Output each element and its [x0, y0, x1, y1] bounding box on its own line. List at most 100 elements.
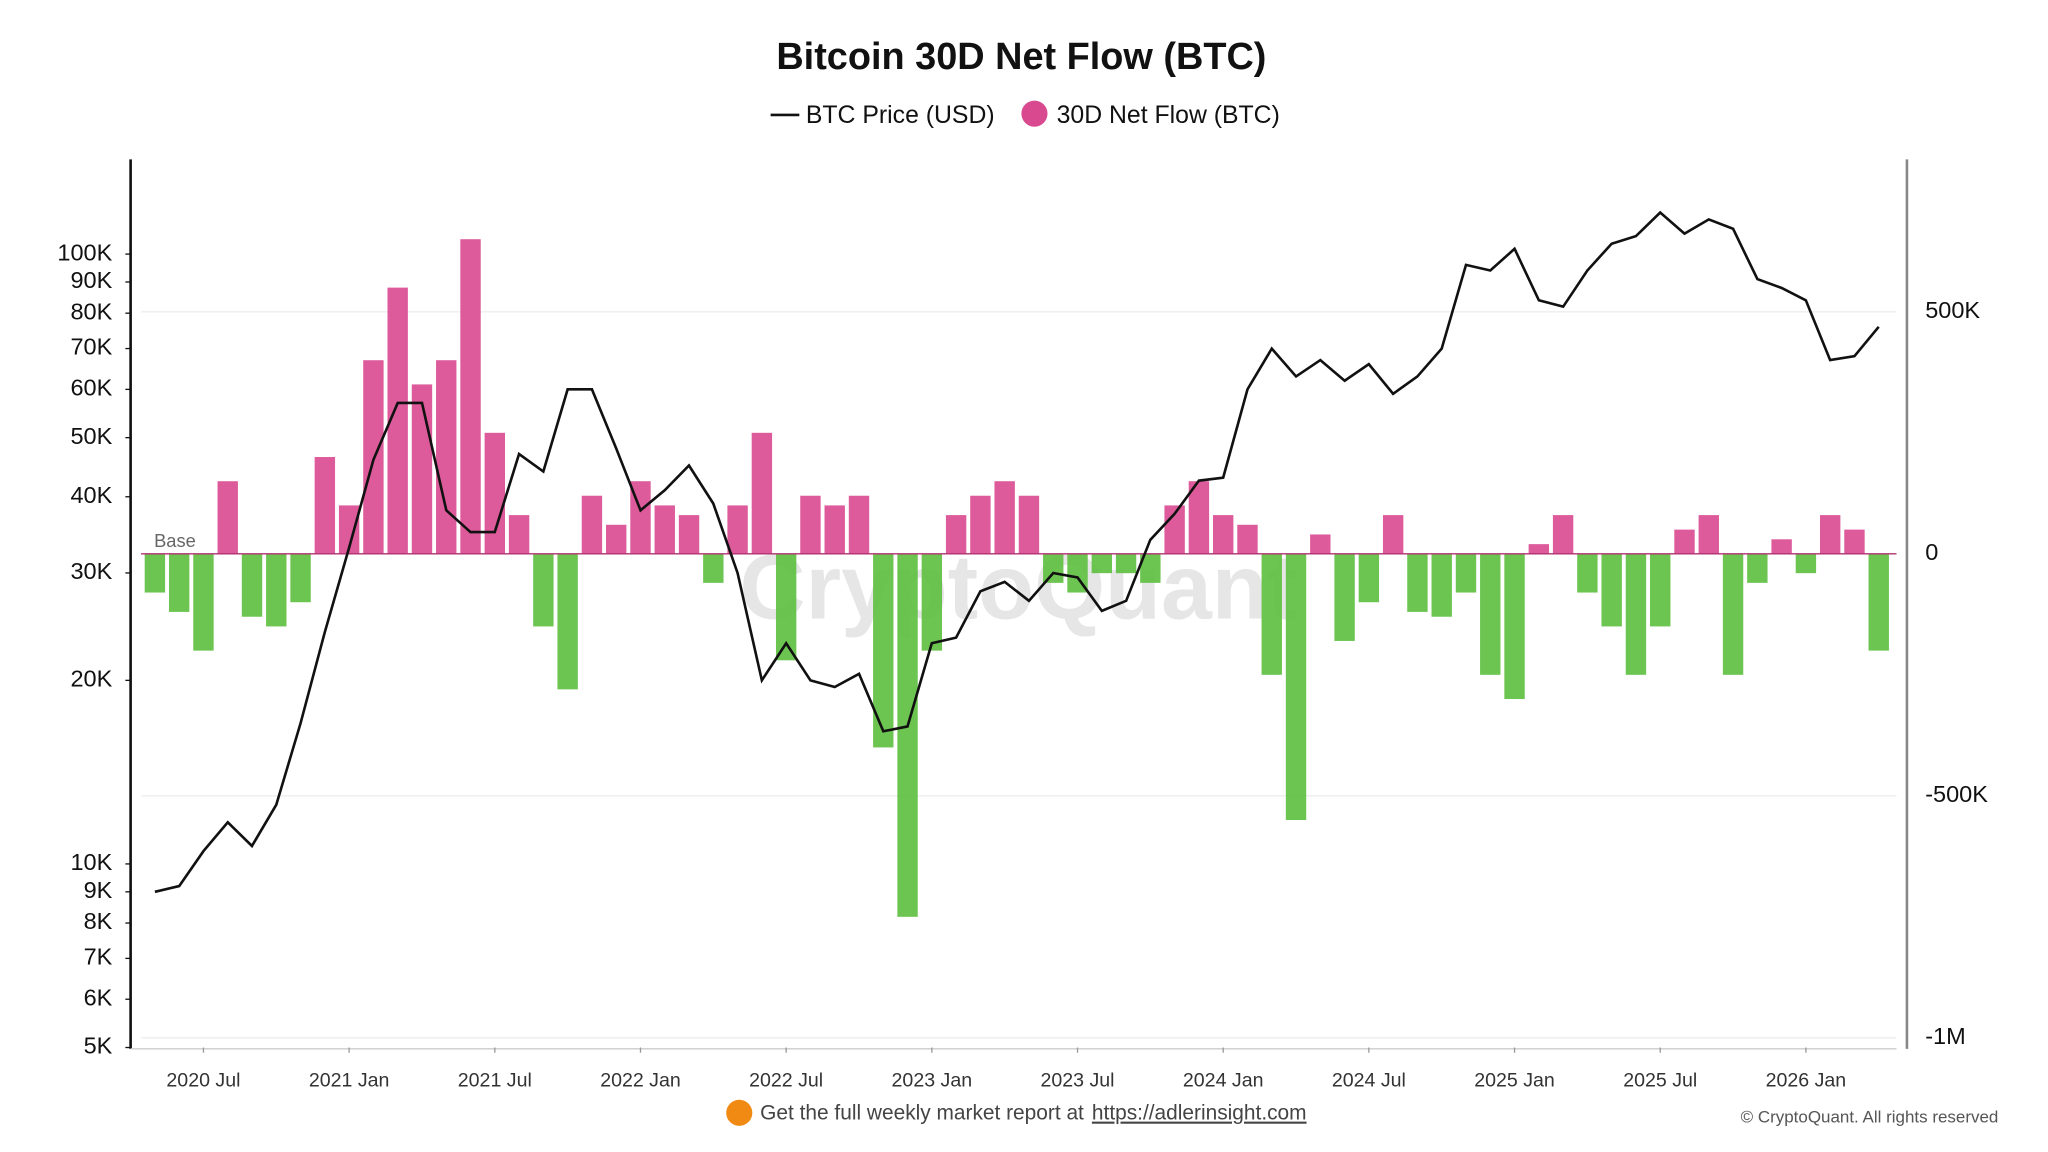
bar	[678, 515, 700, 554]
bar	[1819, 515, 1841, 554]
bar	[581, 495, 603, 554]
y2-tick-label: -1M	[1925, 1023, 1965, 1049]
bar	[1844, 529, 1865, 554]
legend-label: 30D Net Flow (BTC)	[1057, 102, 1280, 129]
chart-title: Bitcoin 30D Net Flow (BTC)	[776, 36, 1266, 78]
price-line	[154, 210, 1880, 894]
y2-tick-label: -500K	[1925, 781, 1988, 807]
x-tick-label: 2021 Jan	[309, 1070, 390, 1092]
bar	[970, 495, 991, 554]
bar	[387, 287, 408, 554]
y-tick-label: 30K	[70, 558, 112, 584]
y-tick-label: 40K	[70, 482, 112, 508]
y-tick-label: 90K	[70, 267, 112, 293]
bar	[1722, 553, 1744, 675]
bar	[1455, 553, 1477, 593]
x-tick-label: 2023 Jan	[892, 1070, 973, 1092]
bar	[1650, 553, 1671, 627]
bar	[775, 553, 797, 661]
footer-text: Get the full weekly market report at	[760, 1102, 1084, 1125]
bar	[411, 384, 433, 554]
bar	[266, 553, 287, 627]
bar	[1504, 553, 1525, 700]
bar	[727, 505, 748, 554]
y-tick-label: 60K	[70, 375, 112, 401]
bar	[897, 553, 918, 917]
bar	[1358, 553, 1380, 603]
bar	[751, 432, 773, 554]
bar	[1091, 553, 1112, 574]
x-tick-label: 2026 Jan	[1766, 1070, 1847, 1092]
x-tick-label: 2022 Jul	[749, 1070, 823, 1092]
bar	[1115, 553, 1137, 574]
bar	[1601, 553, 1622, 627]
bar	[945, 515, 967, 554]
bar	[533, 553, 554, 627]
bar	[848, 495, 870, 554]
bar	[994, 481, 1015, 554]
bar	[873, 553, 894, 748]
bar	[1018, 495, 1040, 554]
y2-tick-label: 0	[1925, 539, 1938, 565]
bar	[290, 553, 311, 603]
bar	[1674, 529, 1695, 554]
y-tick-label: 9K	[84, 877, 113, 903]
bar	[1795, 553, 1817, 574]
x-tick-label: 2024 Jan	[1183, 1070, 1264, 1092]
x-tick-label: 2025 Jul	[1623, 1070, 1697, 1092]
bar	[508, 515, 530, 554]
bar	[1431, 553, 1452, 617]
bar	[144, 553, 166, 593]
y-tick-label: 10K	[70, 849, 112, 875]
bar	[436, 360, 457, 554]
bar	[1285, 553, 1307, 821]
bar	[1212, 515, 1234, 554]
y-tick-label: 70K	[70, 334, 112, 360]
legend-label: BTC Price (USD)	[806, 102, 995, 129]
bar	[168, 553, 190, 612]
bar	[1140, 553, 1161, 583]
bar	[1261, 553, 1282, 675]
bar	[217, 481, 238, 554]
bar	[1382, 515, 1404, 554]
bar	[606, 524, 627, 554]
bar	[1237, 524, 1258, 554]
bar	[1043, 553, 1064, 583]
bar	[1334, 553, 1355, 641]
bar	[484, 432, 506, 554]
y-tick-label: 80K	[70, 298, 112, 324]
y2-tick-label: 500K	[1925, 297, 1980, 323]
y-tick-label: 5K	[84, 1033, 113, 1059]
bar	[800, 495, 821, 554]
bar	[1698, 515, 1719, 554]
y-tick-label: 7K	[84, 944, 113, 970]
bar	[1310, 534, 1331, 554]
base-label: Base	[154, 530, 196, 551]
bar	[1625, 553, 1647, 675]
x-tick-label: 2021 Jul	[458, 1070, 532, 1092]
bar	[824, 505, 845, 554]
bar	[703, 553, 724, 583]
y-tick-label: 100K	[57, 239, 112, 265]
bar	[1577, 553, 1598, 593]
bar	[1188, 481, 1210, 554]
footer-link[interactable]: https://adlerinsight.com	[1092, 1102, 1307, 1125]
x-tick-label: 2022 Jan	[600, 1070, 681, 1092]
bar	[1528, 544, 1550, 554]
bar	[1552, 515, 1574, 554]
x-tick-label: 2025 Jan	[1474, 1070, 1555, 1092]
bar	[1480, 553, 1501, 675]
bar	[1747, 553, 1768, 583]
bar	[460, 239, 481, 554]
y-tick-label: 8K	[84, 908, 113, 934]
bar	[1407, 553, 1428, 612]
bar	[557, 553, 578, 690]
footer-icon	[726, 1099, 753, 1126]
x-tick-label: 2020 Jul	[166, 1070, 240, 1092]
y-tick-label: 50K	[70, 423, 112, 449]
x-tick-label: 2023 Jul	[1040, 1070, 1114, 1092]
bar	[338, 505, 360, 554]
copyright: © CryptoQuant. All rights reserved	[1741, 1108, 1999, 1127]
